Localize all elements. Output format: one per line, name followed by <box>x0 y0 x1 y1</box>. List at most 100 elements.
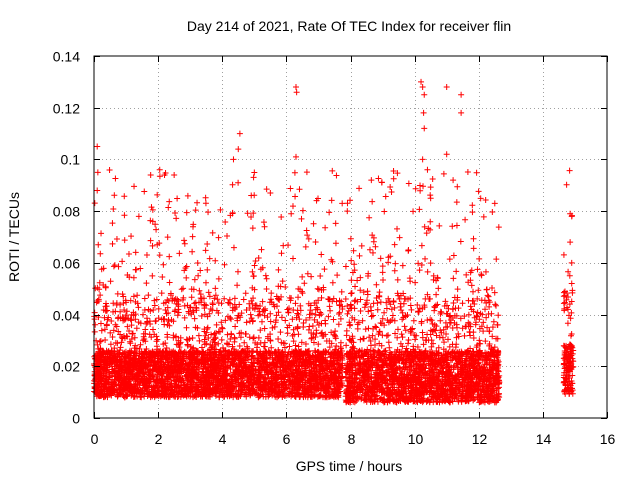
data-point <box>215 340 222 347</box>
data-point <box>164 296 171 303</box>
data-point <box>422 255 429 262</box>
data-point <box>149 272 156 279</box>
data-point <box>189 233 196 240</box>
data-point <box>214 296 221 303</box>
data-point <box>181 240 188 247</box>
data-point <box>195 272 202 279</box>
data-point <box>277 329 284 336</box>
data-point <box>141 295 148 302</box>
data-point <box>308 273 315 280</box>
data-point <box>330 295 337 302</box>
data-point <box>135 304 142 311</box>
data-point <box>133 266 140 273</box>
data-point <box>230 244 237 251</box>
data-point <box>255 254 262 261</box>
data-point <box>113 235 120 242</box>
data-point <box>243 306 250 313</box>
data-point <box>181 314 188 321</box>
data-point <box>244 210 251 217</box>
data-point <box>189 334 196 341</box>
data-point <box>364 297 371 304</box>
data-point <box>204 324 211 331</box>
data-point <box>222 218 229 225</box>
data-point <box>205 289 212 296</box>
data-point <box>454 183 461 190</box>
data-point <box>215 275 222 282</box>
data-point <box>267 310 274 317</box>
data-point <box>310 339 317 346</box>
data-point <box>418 242 425 249</box>
data-point <box>322 320 329 327</box>
data-point <box>440 170 447 177</box>
data-point <box>251 169 258 176</box>
data-point <box>318 251 325 258</box>
data-point <box>212 292 219 299</box>
data-point <box>231 334 238 341</box>
data-point <box>256 311 263 318</box>
data-point <box>91 200 98 207</box>
data-point <box>183 209 190 216</box>
data-point <box>204 241 211 248</box>
data-point <box>104 316 111 323</box>
data-point <box>312 238 319 245</box>
data-point <box>197 291 204 298</box>
data-point <box>126 328 133 335</box>
data-point <box>222 317 229 324</box>
data-point <box>279 278 286 285</box>
data-point <box>442 298 449 305</box>
data-point <box>134 292 141 299</box>
data-point <box>300 324 307 331</box>
data-point <box>91 309 98 316</box>
data-point <box>261 223 268 230</box>
data-point <box>333 172 340 179</box>
data-point <box>121 193 128 200</box>
data-point <box>453 199 460 206</box>
data-point <box>332 328 339 335</box>
data-point <box>313 197 320 204</box>
data-point <box>202 279 209 286</box>
data-point <box>289 332 296 339</box>
data-point <box>284 330 291 337</box>
data-point <box>149 206 156 213</box>
data-point <box>357 307 364 314</box>
data-point <box>339 200 346 207</box>
data-point <box>107 341 114 348</box>
data-point <box>391 304 398 311</box>
data-point <box>416 206 423 213</box>
data-point <box>468 282 475 289</box>
data-point <box>299 207 306 214</box>
data-point <box>140 311 147 318</box>
data-point <box>299 290 306 297</box>
data-point <box>163 310 170 317</box>
data-point <box>263 186 270 193</box>
data-point <box>296 186 303 193</box>
data-point <box>250 174 257 181</box>
data-point <box>453 268 460 275</box>
data-point <box>202 194 209 201</box>
data-point <box>153 226 160 233</box>
data-point <box>206 255 213 262</box>
data-point <box>156 252 163 259</box>
data-point <box>493 256 500 263</box>
data-point <box>191 315 198 322</box>
data-point <box>181 302 188 309</box>
data-point <box>381 309 388 316</box>
data-point <box>109 240 116 247</box>
data-point <box>243 319 250 326</box>
data-point <box>191 300 198 307</box>
data-point <box>470 245 477 252</box>
data-point <box>267 318 274 325</box>
data-point <box>194 199 201 206</box>
data-point <box>332 220 339 227</box>
data-point <box>94 341 101 348</box>
data-point <box>351 261 358 268</box>
data-point <box>258 246 265 253</box>
data-point <box>333 342 340 349</box>
data-point <box>327 307 334 314</box>
data-point <box>368 313 375 320</box>
data-point <box>247 311 254 318</box>
data-point <box>278 314 285 321</box>
data-point <box>96 279 103 286</box>
data-point <box>143 280 150 287</box>
data-point <box>140 337 147 344</box>
